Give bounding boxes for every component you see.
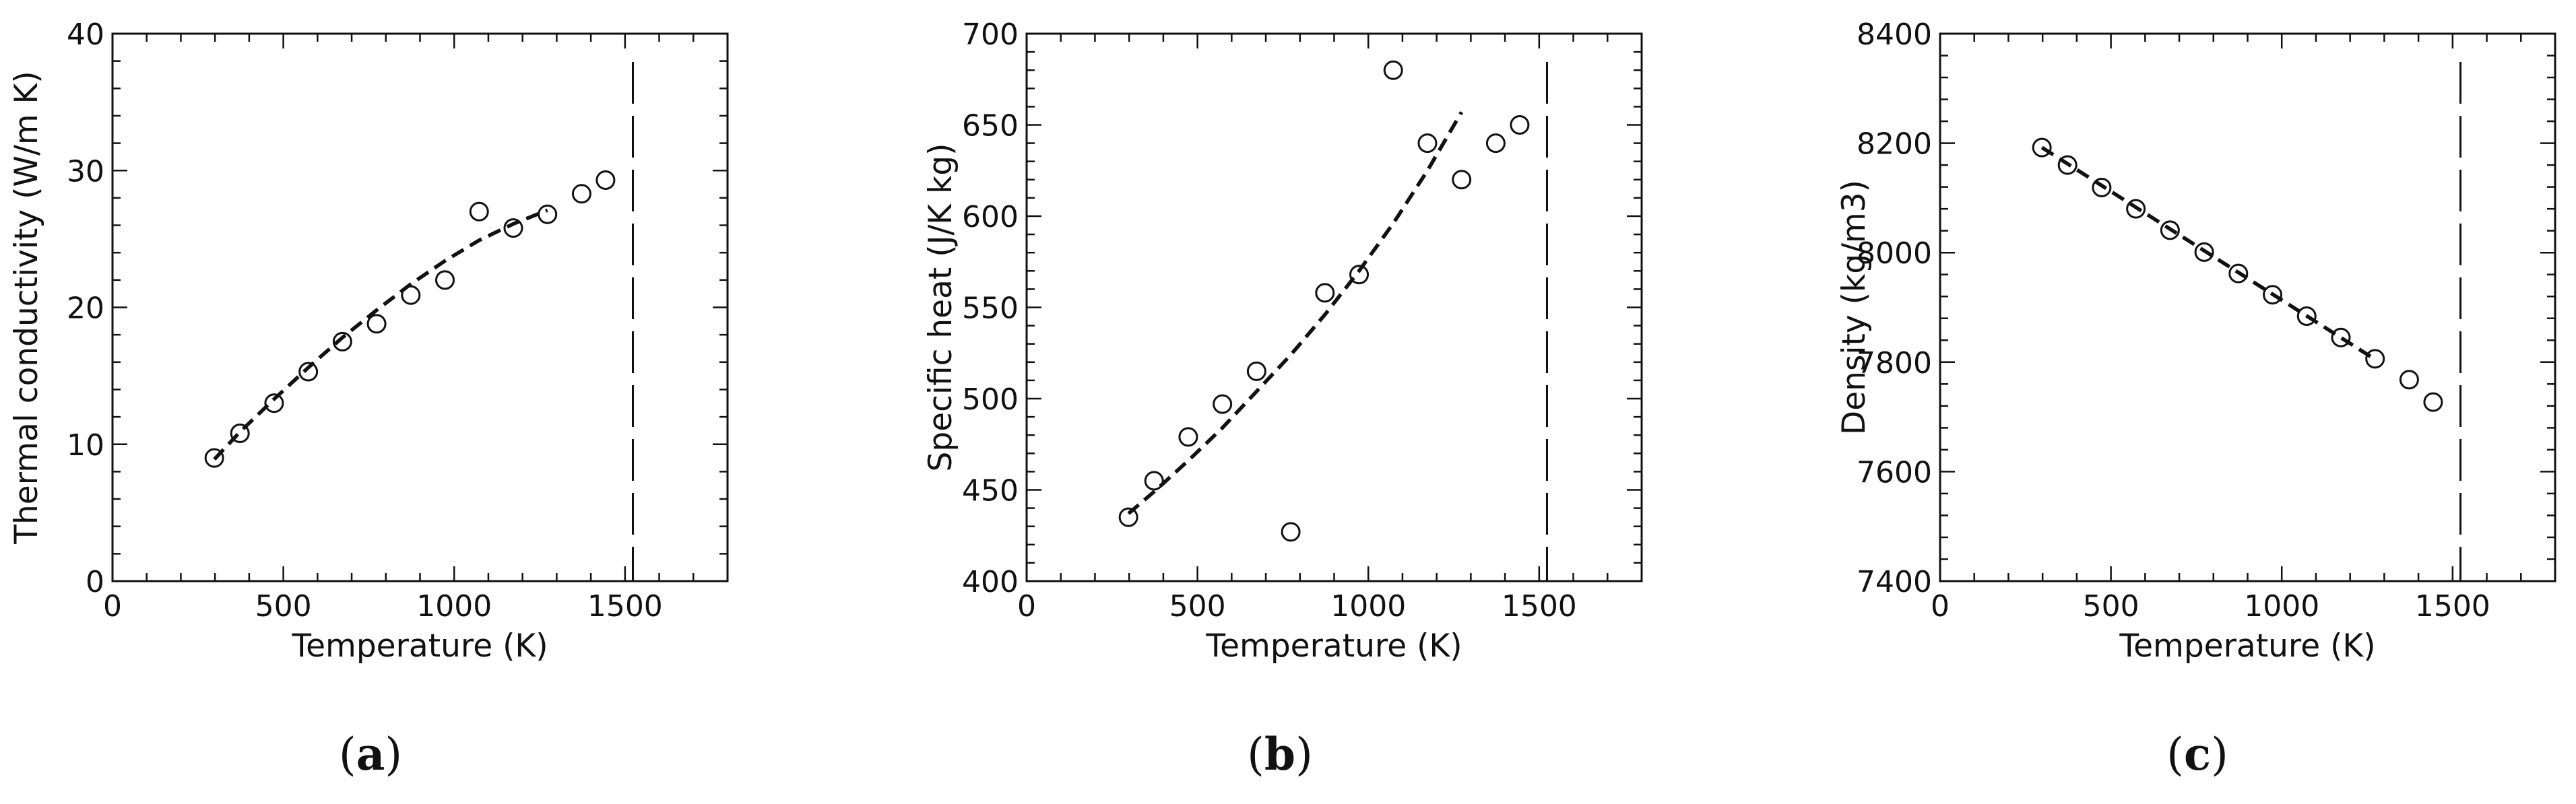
data-point (2399, 370, 2419, 390)
data-point (503, 218, 523, 238)
data-point (1281, 522, 1301, 542)
y-tick-label: 40 (67, 18, 104, 52)
y-tick-label: 20 (67, 292, 104, 326)
data-point (2228, 263, 2249, 283)
data-point (595, 170, 616, 190)
x-axis-title: Temperature (K) (291, 628, 548, 665)
data-point (332, 331, 352, 351)
x-tick-label: 0 (1017, 589, 1036, 624)
panel-letter: a (356, 728, 385, 780)
data-point (1178, 427, 1198, 447)
data-point (1383, 60, 1403, 80)
y-tick-label: 7600 (1857, 455, 1932, 490)
data-point (571, 184, 591, 204)
y-tick-label: 8200 (1857, 127, 1932, 162)
data-point (1485, 133, 1506, 154)
panel-letter: b (1264, 728, 1295, 780)
y-tick-label: 8000 (1857, 236, 1932, 271)
panel-b: 0 500 1000 1500 400 450 500 550 600 650 700 Tempera… (922, 18, 1643, 780)
data-point (2160, 220, 2180, 240)
y-tick-label: 7800 (1857, 346, 1932, 380)
data-point (230, 423, 250, 443)
y-tick-label: 400 (962, 565, 1019, 599)
plot-frame (1025, 32, 1643, 582)
y-tick-label: 700 (962, 18, 1019, 52)
panel-letter: c (2184, 728, 2211, 780)
data-point (2423, 392, 2443, 412)
y-tick-label: 8400 (1857, 18, 1932, 52)
fit-curve (213, 208, 548, 461)
x-tick-label: 1000 (416, 589, 492, 624)
data-point (2331, 327, 2351, 347)
data-point (2194, 242, 2214, 262)
data-point (2126, 199, 2146, 219)
y-tick-label: 600 (962, 200, 1019, 234)
data-point (1315, 283, 1335, 303)
fit-curve (2040, 145, 2377, 362)
y-tick-label: 450 (962, 474, 1019, 508)
data-point (1452, 170, 1472, 190)
data-point (366, 314, 387, 334)
panel-label: (b) (1247, 728, 1313, 780)
data-point (2032, 137, 2052, 158)
data-point (435, 270, 455, 290)
data-point (1417, 133, 1438, 154)
x-tick-label: 500 (1169, 589, 1226, 624)
data-point (2263, 285, 2283, 305)
data-point (1144, 471, 1164, 491)
y-tick-label: 7400 (1857, 565, 1932, 599)
data-point (2365, 349, 2385, 369)
y-tick-label: 30 (67, 154, 104, 189)
y-tick-label: 650 (962, 109, 1019, 143)
data-point (401, 285, 421, 305)
data-point (538, 204, 558, 224)
x-tick-label: 1500 (2415, 589, 2490, 624)
plot-frame (111, 32, 729, 582)
data-point (2092, 177, 2112, 197)
data-point (1246, 361, 1266, 381)
x-axis-title: Temperature (K) (1205, 628, 1462, 665)
x-tick-label: 500 (255, 589, 312, 624)
panel-c: 0 500 1000 1500 7400 7600 7800 8000 8200 8400 Temp… (1836, 18, 2556, 780)
data-point (264, 393, 284, 413)
panel-a: 0 500 1000 1500 0 10 20 30 40 Temperature (K) Ther… (8, 18, 729, 780)
y-axis-title: Density (kg/m3) (1836, 180, 1873, 435)
y-axis-title: Specific heat (J/K kg) (922, 143, 959, 472)
data-point (298, 362, 319, 382)
data-point (1510, 115, 1530, 135)
y-tick-label: 0 (86, 565, 104, 599)
panel-label: (a) (339, 728, 402, 780)
data-point (1213, 394, 1233, 414)
y-tick-label: 550 (962, 292, 1019, 326)
data-point (1349, 265, 1370, 285)
data-point (2296, 306, 2317, 327)
fit-curve (1127, 111, 1464, 515)
x-tick-label: 1000 (2244, 589, 2319, 624)
x-tick-label: 1000 (1330, 589, 1406, 624)
plot-frame (1939, 32, 2556, 582)
x-tick-label: 1500 (587, 589, 663, 624)
y-tick-label: 500 (962, 382, 1019, 417)
y-tick-label: 10 (67, 428, 104, 463)
x-tick-label: 0 (103, 589, 122, 624)
x-tick-label: 500 (2083, 589, 2139, 624)
x-tick-label: 0 (1931, 589, 1950, 624)
data-point (2057, 155, 2078, 175)
data-point (469, 201, 489, 222)
data-point (1118, 507, 1138, 527)
x-tick-label: 1500 (1502, 589, 1577, 624)
panel-label: (c) (2166, 728, 2228, 780)
y-axis-title: Thermal conductivity (W/m K) (8, 71, 45, 544)
x-axis-title: Temperature (K) (2119, 628, 2375, 665)
data-point (204, 448, 224, 468)
